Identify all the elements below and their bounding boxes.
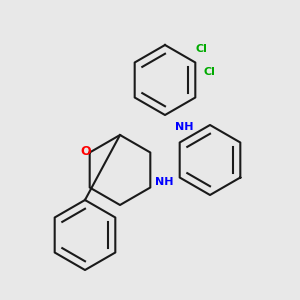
Text: NH: NH — [155, 177, 173, 187]
Text: NH: NH — [175, 122, 194, 132]
Text: Cl: Cl — [203, 67, 215, 77]
Text: Cl: Cl — [195, 44, 207, 54]
Text: O: O — [80, 145, 91, 158]
